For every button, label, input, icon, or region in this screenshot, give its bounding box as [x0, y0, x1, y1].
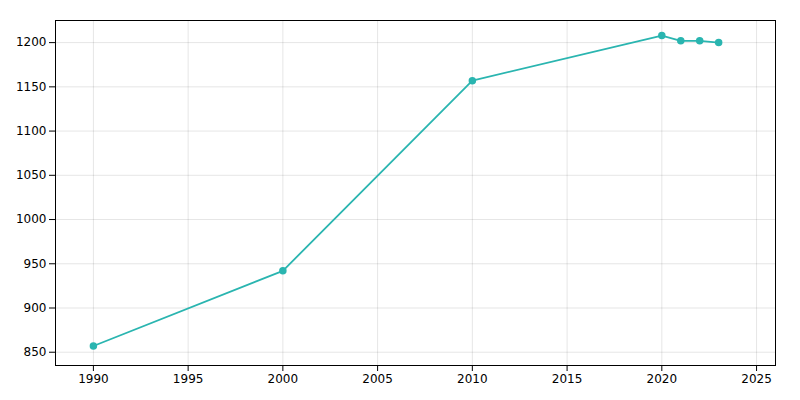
svg-text:1100: 1100 [16, 124, 47, 138]
svg-text:1150: 1150 [16, 80, 47, 94]
svg-text:1995: 1995 [173, 372, 204, 386]
svg-text:2025: 2025 [741, 372, 772, 386]
svg-text:1200: 1200 [16, 35, 47, 49]
svg-text:2010: 2010 [457, 372, 488, 386]
svg-text:1050: 1050 [16, 168, 47, 182]
svg-text:2015: 2015 [552, 372, 583, 386]
svg-text:900: 900 [24, 301, 47, 315]
svg-text:2020: 2020 [647, 372, 678, 386]
svg-text:2000: 2000 [268, 372, 299, 386]
svg-text:1990: 1990 [78, 372, 109, 386]
svg-text:950: 950 [24, 257, 47, 271]
svg-text:850: 850 [24, 345, 47, 359]
svg-text:2005: 2005 [362, 372, 393, 386]
svg-text:1000: 1000 [16, 212, 47, 226]
